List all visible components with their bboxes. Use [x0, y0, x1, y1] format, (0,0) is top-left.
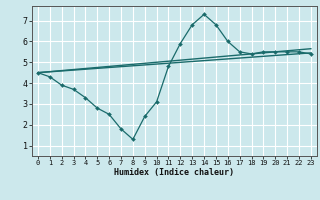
X-axis label: Humidex (Indice chaleur): Humidex (Indice chaleur) [115, 168, 234, 177]
